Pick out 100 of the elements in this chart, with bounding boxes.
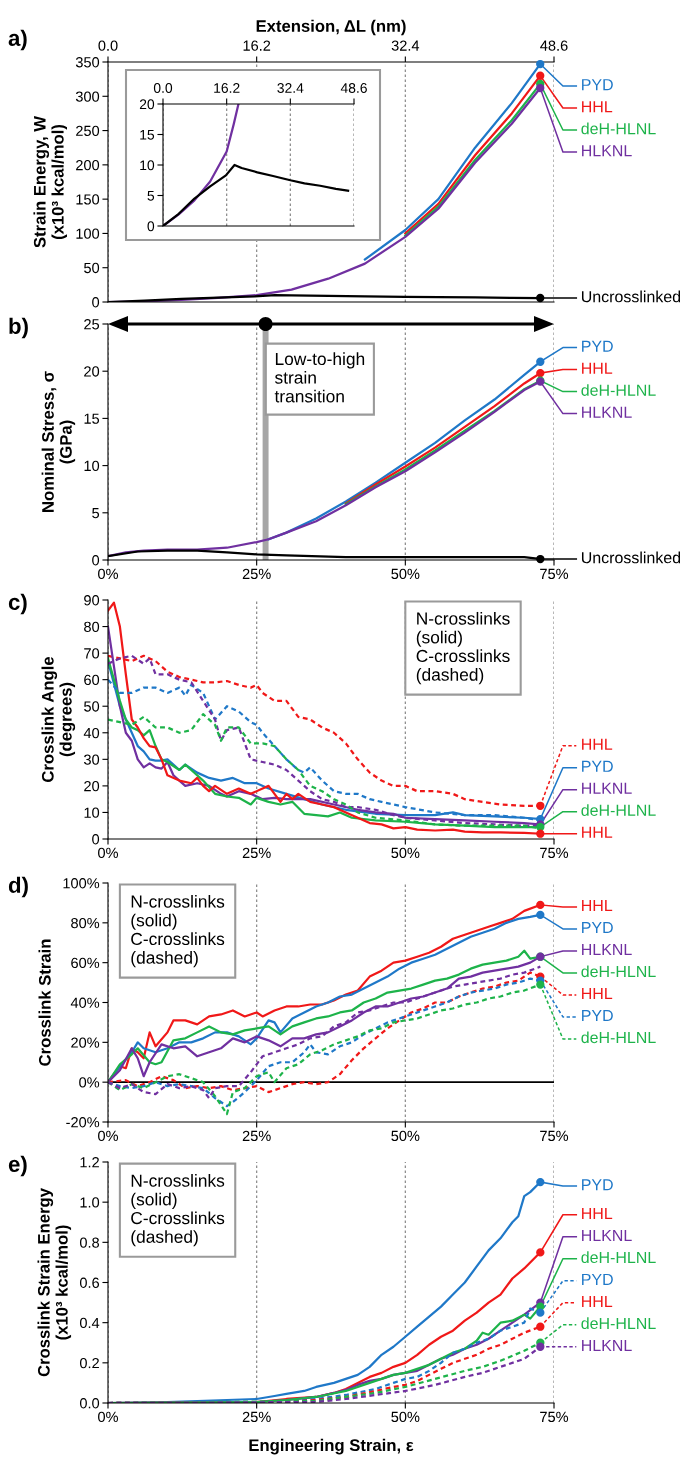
text: deH-HLNL [581, 122, 656, 135]
legend-label: HLKNL [582, 944, 632, 956]
y-axis-title: Crosslink Strain [38, 939, 51, 1066]
y-tick-label: 300 [75, 91, 100, 102]
y-tick-label: 0 [147, 221, 155, 232]
text: PYD [582, 1010, 613, 1022]
y-tick-label: 40 [83, 727, 100, 739]
y-tick-label: 15 [140, 129, 155, 140]
y-tick-label: 25 [84, 319, 100, 330]
y-tick-label: 80% [71, 917, 100, 929]
y-tick-label: 10 [84, 460, 100, 472]
legend-label: PYD [582, 922, 613, 934]
x-tick-label: 75% [540, 847, 569, 859]
y-tick-label: 5 [92, 508, 100, 519]
x-tick-label: 75% [540, 1411, 569, 1423]
y-tick-label: 0.8 [79, 1237, 100, 1248]
annotation: N-crosslinks (solid) C-crosslinks (dashed) [131, 894, 225, 968]
legend-label: deH-HLNL [581, 1317, 656, 1330]
y-tick-label: 70 [84, 648, 100, 659]
y-tick-label: 100% [63, 878, 100, 889]
legend-label: deH-HLNL [581, 384, 656, 396]
y-tick-label: 60 [84, 674, 100, 686]
x-tick-label: 48.6 [540, 40, 568, 51]
y-tick-label: 15 [84, 413, 100, 424]
x-tick-label: 75% [540, 568, 569, 580]
y-tick-label: 250 [76, 125, 100, 136]
text: deH-HLNL [581, 1031, 656, 1044]
annotation: N-crosslinks (solid) C-crosslinks (dashed) [416, 611, 510, 685]
y-tick-label: 150 [76, 194, 100, 205]
chart-title: c) [8, 593, 27, 615]
y-tick-label: 20% [71, 1037, 100, 1048]
y-tick-label: 90 [84, 595, 100, 606]
x-tick-label: 16.2 [243, 40, 271, 51]
y-axis-title: Crosslink Strain Energy (x10³ kcal/mol) [37, 1188, 72, 1377]
legend-label: deH-HLNL [581, 804, 656, 816]
x-tick-label: 50% [391, 847, 420, 859]
x-tick-label: 25% [242, 1130, 271, 1142]
legend-label: HLKNL [582, 1339, 632, 1351]
x-tick-label: 25% [242, 568, 271, 580]
y-tick-label: 60% [71, 957, 100, 969]
y-tick-label: 1.2 [80, 1157, 99, 1168]
y-tick-label: 100 [76, 228, 100, 239]
chart-title: d) [8, 876, 28, 898]
legend-label: deH-HLNL [581, 965, 656, 978]
text: deH-HLNL [581, 1251, 656, 1264]
y-tick-label: 1.0 [80, 1197, 100, 1208]
x-tick-label: 32.4 [277, 83, 304, 93]
y-tick-label: 10 [140, 160, 155, 171]
y-axis-title: Strain Energy, W (x10³ kcal/mol) [33, 115, 67, 248]
y-tick-label: 20 [84, 780, 100, 792]
text: HLKNL [582, 145, 632, 157]
text: HHL [582, 738, 613, 750]
legend-label: Uncrosslinked [581, 551, 681, 564]
y-tick-label: 0 [92, 834, 100, 845]
legend-label: HHL [582, 988, 613, 1000]
text: PYD [582, 1273, 613, 1285]
text: HHL [582, 1295, 613, 1307]
y-tick-label: 20 [84, 366, 100, 377]
y-tick-label: 0 [92, 297, 100, 308]
y-tick-label: 50 [84, 262, 100, 274]
x-axis-title: Extension, ΔL (nm) [256, 19, 406, 36]
legend-label: HHL [582, 362, 613, 374]
y-tick-label: 0.2 [79, 1357, 99, 1369]
legend-label: PYD [582, 340, 613, 352]
x-tick-label: 75% [540, 1130, 569, 1142]
y-tick-label: 0% [79, 1077, 100, 1088]
y-tick-label: 0.0 [79, 1398, 100, 1409]
x-tick-label: 25% [242, 847, 271, 859]
x-tick-label: 50% [391, 568, 420, 580]
x-tick-label: 32.4 [391, 40, 420, 51]
text: HHL [582, 101, 613, 113]
y-tick-label: 0 [92, 555, 100, 566]
x-tick-label: 48.6 [340, 83, 367, 93]
y-tick-label: 5 [147, 190, 155, 201]
chart-title: b) [9, 317, 28, 339]
x-tick-label: 16.2 [214, 83, 240, 93]
y-tick-label: 20 [139, 99, 155, 110]
x-tick-label: 50% [391, 1130, 420, 1142]
text: HLKNL [582, 406, 632, 418]
y-axis-title: Nominal Stress, σ (GPa) [41, 371, 76, 512]
band-label: Low-to-high strain transition [274, 352, 365, 403]
y-axis-title: Crosslink Angle (degrees) [41, 656, 76, 782]
text: HHL [582, 1207, 613, 1219]
x-tick-label: 50% [391, 1411, 420, 1423]
chart-title: a) [8, 29, 27, 51]
y-tick-label: 40% [70, 997, 100, 1008]
text: HLKNL [582, 782, 632, 794]
legend-label: PYD [582, 79, 613, 91]
x-tick-label: 25% [242, 1411, 271, 1423]
legend-label: HHL [582, 826, 613, 838]
annotation: N-crosslinks (solid) C-crosslinks (dashed) [131, 1174, 225, 1247]
y-tick-label: 10 [84, 807, 100, 818]
x-axis-title: Engineering Strain, ε [249, 1438, 414, 1455]
legend-label: Uncrosslinked [581, 290, 681, 303]
y-tick-label: 30 [84, 754, 100, 765]
y-tick-label: 50 [84, 701, 100, 712]
legend-label: PYD [582, 1179, 613, 1191]
y-tick-label: 0.6 [79, 1277, 100, 1288]
legend-label: HHL [582, 900, 613, 912]
y-tick-label: 0.4 [79, 1317, 100, 1329]
